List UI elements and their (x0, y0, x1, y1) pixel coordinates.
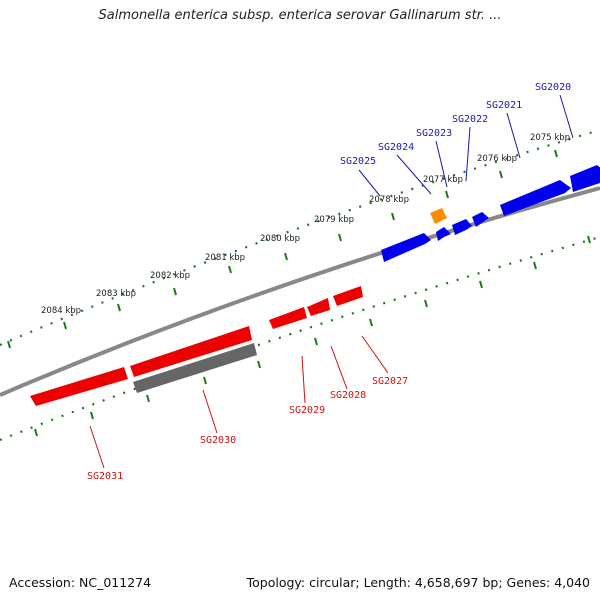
gene-labels: SG2020 SG2021 SG2022 SG2023 SG2024 SG202… (87, 82, 571, 482)
scale-label-2081: 2081 kbp (205, 253, 245, 263)
gene-sg2025[interactable] (381, 233, 431, 262)
scale-label-2080: 2080 kbp (260, 234, 300, 244)
reverse-genes (30, 286, 363, 406)
scale-label-2077: 2077 kbp (423, 175, 463, 185)
gene-sg2029[interactable] (269, 307, 307, 329)
label-sg2029[interactable]: SG2029 (289, 405, 325, 416)
scale-label-2076: 2076 kbp (477, 154, 517, 164)
label-sg2024[interactable]: SG2024 (378, 142, 414, 153)
gene-sg2023[interactable] (452, 219, 472, 235)
topology-label: Topology: circular; Length: 4,658,697 bp… (246, 575, 590, 590)
label-sg2025[interactable]: SG2025 (340, 156, 376, 167)
label-sg2030[interactable]: SG2030 (200, 435, 236, 446)
accession-label: Accession: NC_011274 (9, 575, 152, 590)
label-sg2028[interactable]: SG2028 (330, 390, 366, 401)
reverse-scale-line (0, 235, 600, 442)
scale-label-2083: 2083 kbp (96, 289, 136, 299)
gene-sg2027[interactable] (333, 286, 363, 306)
scale-label-2078: 2078 kbp (369, 195, 409, 205)
scale-labels: 2075 kbp 2076 kbp 2077 kbp 2078 kbp 2079… (41, 133, 570, 316)
gene-sg2030-a[interactable] (130, 326, 252, 377)
gene-sg2020[interactable] (570, 165, 600, 192)
label-sg2022[interactable]: SG2022 (452, 114, 488, 125)
leader-lines (89, 94, 574, 469)
major-ticks (7, 149, 591, 437)
scale-label-2082: 2082 kbp (150, 271, 190, 281)
label-sg2023[interactable]: SG2023 (416, 128, 452, 139)
scale-label-2084: 2084 kbp (41, 306, 81, 316)
gene-sg2031[interactable] (30, 367, 128, 406)
scale-label-2075: 2075 kbp (530, 133, 570, 143)
gene-sg2030-pseudo[interactable] (133, 343, 257, 393)
scale-label-2079: 2079 kbp (314, 215, 354, 225)
label-sg2021[interactable]: SG2021 (486, 100, 522, 111)
genome-backbone (0, 186, 600, 397)
rna-gene-orange[interactable] (430, 208, 447, 224)
forward-genes (381, 165, 600, 262)
organism-title: Salmonella enterica subsp. enterica sero… (98, 8, 502, 23)
gene-sg2022[interactable] (472, 212, 489, 227)
gene-sg2028[interactable] (307, 298, 330, 316)
gene-sg2021[interactable] (500, 180, 571, 216)
gene-sg2024[interactable] (436, 227, 451, 241)
label-sg2031[interactable]: SG2031 (87, 471, 123, 482)
label-sg2020[interactable]: SG2020 (535, 82, 571, 93)
label-sg2027[interactable]: SG2027 (372, 376, 408, 387)
